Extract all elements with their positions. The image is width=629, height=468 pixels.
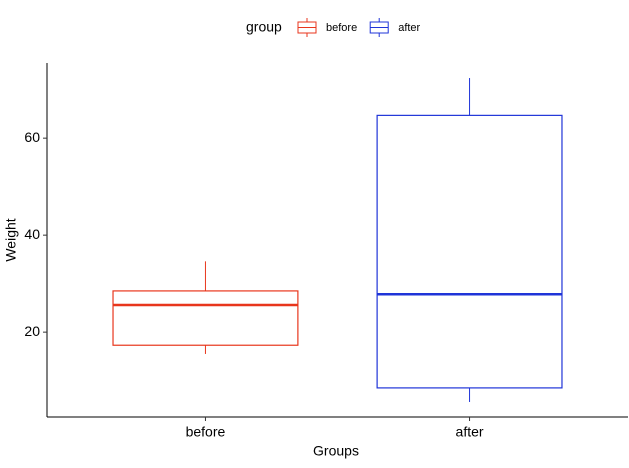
legend-label: after [398, 22, 420, 34]
box [376, 114, 563, 389]
legend-title: group [246, 19, 282, 35]
x-axis-label: Groups [313, 443, 359, 459]
x-tick-label: after [456, 424, 484, 440]
y-tick-label: 40 [24, 226, 40, 242]
x-tick-label: before [186, 424, 226, 440]
y-tick-label: 20 [24, 323, 40, 339]
box [112, 290, 299, 346]
legend-label: before [326, 22, 357, 34]
y-tick-label: 60 [24, 129, 40, 145]
y-axis-label: Weight [3, 218, 19, 261]
